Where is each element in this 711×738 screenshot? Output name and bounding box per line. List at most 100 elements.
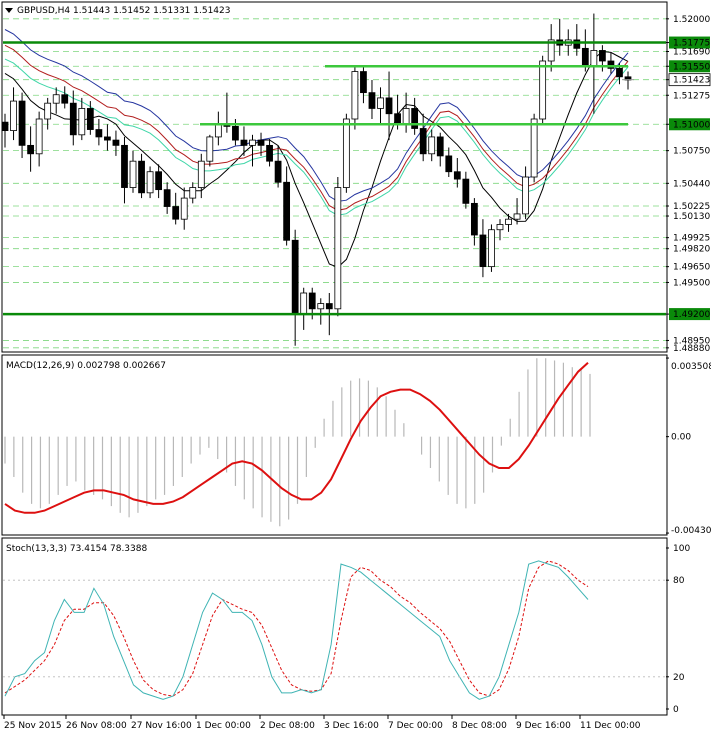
candle-body bbox=[599, 50, 606, 62]
price-tick-label: 1.50225 bbox=[673, 202, 710, 212]
candle-body bbox=[274, 160, 282, 183]
candle-body bbox=[129, 160, 137, 188]
candle-body bbox=[121, 144, 128, 188]
candle-body bbox=[112, 139, 120, 146]
candle-body bbox=[496, 224, 504, 231]
time-tick-label: 1 Dec 00:00 bbox=[196, 721, 251, 731]
candle-body bbox=[342, 118, 350, 188]
dropdown-triangle-icon[interactable] bbox=[5, 8, 13, 13]
current-price-box bbox=[668, 73, 711, 87]
candle-body bbox=[377, 97, 384, 109]
time-tick-label: 27 Nov 16:00 bbox=[131, 721, 192, 731]
stoch-tick-label: 80 bbox=[673, 576, 685, 586]
time-axis: 25 Nov 2015 26 Nov 08:00 27 Nov 16:00 1 Dec… bbox=[3, 715, 641, 731]
candle-body bbox=[334, 187, 342, 310]
candle-body bbox=[206, 136, 214, 162]
stoch-main-line bbox=[4, 560, 589, 700]
time-tick-label: 3 Dec 16:00 bbox=[324, 721, 379, 731]
stoch-tick-label: 100 bbox=[673, 544, 690, 554]
candle-body bbox=[522, 176, 529, 215]
candle-body bbox=[1, 121, 9, 131]
price-tick-label: 1.51275 bbox=[673, 91, 710, 101]
price-tick-label: 1.51000 bbox=[673, 120, 710, 130]
candle-body bbox=[266, 144, 273, 162]
symbol-header: GBPUSD,H4 1.51443 1.51452 1.51331 1.5142… bbox=[17, 6, 230, 16]
candle-body bbox=[360, 71, 367, 94]
candles bbox=[1, 13, 632, 346]
candle-body bbox=[52, 94, 60, 104]
candle-body bbox=[581, 47, 589, 67]
candle-body bbox=[291, 239, 299, 315]
macd-tick-label: 0.003508 bbox=[671, 362, 711, 372]
candle-body bbox=[27, 144, 34, 155]
candle-body bbox=[214, 123, 222, 138]
candle-body bbox=[189, 187, 197, 199]
candle-body bbox=[317, 303, 325, 310]
price-tick-label: 1.48950 bbox=[673, 336, 710, 346]
price-tick-label: 1.48880 bbox=[673, 344, 710, 354]
candle-body bbox=[573, 39, 581, 49]
candle-body bbox=[428, 136, 436, 155]
price-tick-label: 1.50750 bbox=[673, 147, 710, 157]
support-resistance-lines bbox=[3, 41, 666, 316]
candle-body bbox=[470, 202, 478, 236]
candle-body bbox=[86, 108, 94, 130]
price-tick-label: 1.49925 bbox=[673, 234, 710, 244]
candle-body bbox=[257, 139, 265, 146]
candle-body bbox=[69, 102, 77, 136]
candle-body bbox=[590, 50, 598, 67]
candle-body bbox=[155, 171, 163, 191]
candle-body bbox=[180, 197, 188, 220]
macd-signal-line bbox=[4, 361, 589, 514]
candle-body bbox=[351, 71, 359, 120]
price-tick-label: 1.49820 bbox=[673, 245, 710, 255]
stochastic-axis: 100 80 20 0 bbox=[3, 544, 690, 715]
candle-body bbox=[146, 171, 154, 194]
macd-tick-label: -0.004303 bbox=[671, 526, 711, 536]
macd-histogram bbox=[4, 358, 591, 527]
candle-body bbox=[445, 155, 453, 173]
candle-body bbox=[385, 97, 393, 115]
candle-body bbox=[44, 102, 52, 120]
candle-body bbox=[78, 108, 86, 136]
candle-body bbox=[61, 94, 69, 104]
time-tick-label: 26 Nov 08:00 bbox=[66, 721, 127, 731]
candle-body bbox=[232, 125, 239, 141]
stoch-panel-frame bbox=[1, 537, 668, 716]
candle-body bbox=[325, 303, 333, 310]
candle-body bbox=[513, 213, 521, 220]
candle-body bbox=[547, 39, 555, 62]
candle-body bbox=[35, 118, 43, 155]
candle-body bbox=[607, 60, 615, 69]
price-tick-label: 1.49200 bbox=[673, 310, 710, 320]
candle-body bbox=[453, 171, 461, 180]
macd-axis: 0.003508 0.00 -0.004303 bbox=[666, 357, 711, 536]
candle-body bbox=[172, 206, 180, 220]
price-tick-label: 1.49650 bbox=[673, 263, 710, 273]
price-tick-label: 1.51423 bbox=[673, 76, 710, 86]
stoch-signal-line bbox=[4, 560, 589, 697]
price-tick-label: 1.50440 bbox=[673, 179, 710, 189]
candle-body bbox=[505, 218, 512, 225]
candle-body bbox=[18, 100, 26, 146]
candle-body bbox=[163, 189, 171, 207]
price-tick-label: 1.51550 bbox=[673, 62, 710, 72]
level-price-box bbox=[669, 60, 710, 73]
candle-body bbox=[10, 100, 17, 131]
candle-body bbox=[411, 108, 419, 129]
candle-body bbox=[488, 229, 495, 268]
candle-body bbox=[616, 67, 623, 78]
candle-body bbox=[539, 60, 547, 120]
macd-tick-label: 0.00 bbox=[671, 433, 691, 443]
time-tick-label: 9 Dec 16:00 bbox=[516, 721, 571, 731]
candle-body bbox=[104, 136, 111, 141]
candle-body bbox=[138, 160, 145, 194]
time-tick-label: 7 Dec 00:00 bbox=[388, 721, 443, 731]
ma-black-line bbox=[4, 50, 629, 268]
candle-body bbox=[283, 181, 291, 241]
candle-body bbox=[368, 92, 376, 109]
candle-body bbox=[479, 234, 487, 268]
candle-body bbox=[197, 160, 205, 188]
candle-body bbox=[95, 129, 103, 138]
